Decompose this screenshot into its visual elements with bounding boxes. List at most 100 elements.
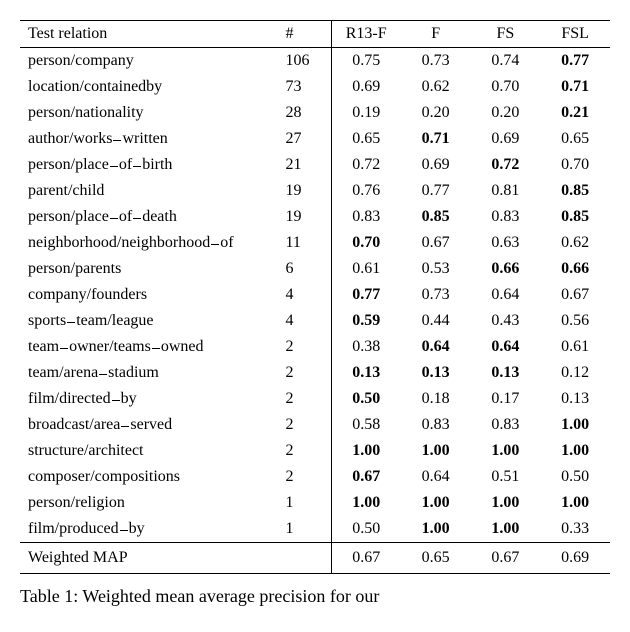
cell-fs: 0.20 bbox=[471, 100, 541, 126]
cell-count: 19 bbox=[277, 204, 331, 230]
cell-f: 0.83 bbox=[401, 412, 471, 438]
cell-f: 0.18 bbox=[401, 386, 471, 412]
col-header-fsl: FSL bbox=[540, 21, 610, 48]
table-row: broadcast/areaserved20.580.830.831.00 bbox=[20, 412, 610, 438]
cell-fsl: 0.77 bbox=[540, 48, 610, 75]
table-row: person/religion11.001.001.001.00 bbox=[20, 490, 610, 516]
cell-relation: person/religion bbox=[20, 490, 277, 516]
cell-f: 1.00 bbox=[401, 490, 471, 516]
cell-count: 2 bbox=[277, 464, 331, 490]
cell-f: 1.00 bbox=[401, 516, 471, 543]
cell-fsl: 0.61 bbox=[540, 334, 610, 360]
cell-r13f: 0.50 bbox=[331, 516, 401, 543]
cell-relation: person/parents bbox=[20, 256, 277, 282]
cell-fsl: 1.00 bbox=[540, 490, 610, 516]
cell-fs: 0.64 bbox=[471, 334, 541, 360]
cell-fs: 1.00 bbox=[471, 438, 541, 464]
cell-fs: 0.69 bbox=[471, 126, 541, 152]
table-row: sportsteam/league40.590.440.430.56 bbox=[20, 308, 610, 334]
cell-r13f: 0.72 bbox=[331, 152, 401, 178]
table-row: teamowner/teamsowned20.380.640.640.61 bbox=[20, 334, 610, 360]
cell-f: 0.13 bbox=[401, 360, 471, 386]
cell-count: 2 bbox=[277, 386, 331, 412]
cell-r13f: 0.67 bbox=[331, 464, 401, 490]
cell-f: 0.44 bbox=[401, 308, 471, 334]
cell-fs: 0.13 bbox=[471, 360, 541, 386]
cell-fsl: 1.00 bbox=[540, 438, 610, 464]
cell-fsl: 0.50 bbox=[540, 464, 610, 490]
cell-r13f: 1.00 bbox=[331, 438, 401, 464]
table-row: author/workswritten270.650.710.690.65 bbox=[20, 126, 610, 152]
cell-r13f: 0.83 bbox=[331, 204, 401, 230]
col-header-r13f: R13-F bbox=[331, 21, 401, 48]
cell-count: 6 bbox=[277, 256, 331, 282]
cell-count: 2 bbox=[277, 360, 331, 386]
cell-fsl: 0.71 bbox=[540, 74, 610, 100]
cell-count: 106 bbox=[277, 48, 331, 75]
cell-relation: person/company bbox=[20, 48, 277, 75]
cell-r13f: 0.61 bbox=[331, 256, 401, 282]
cell-relation: parent/child bbox=[20, 178, 277, 204]
cell-relation: person/placeofbirth bbox=[20, 152, 277, 178]
cell-r13f: 0.69 bbox=[331, 74, 401, 100]
summary-label: Weighted MAP bbox=[20, 543, 277, 574]
table-row: person/parents60.610.530.660.66 bbox=[20, 256, 610, 282]
summary-fs: 0.67 bbox=[471, 543, 541, 574]
cell-fs: 0.63 bbox=[471, 230, 541, 256]
cell-r13f: 0.65 bbox=[331, 126, 401, 152]
table-caption: Table 1: Weighted mean average precision… bbox=[20, 584, 610, 609]
cell-relation: broadcast/areaserved bbox=[20, 412, 277, 438]
cell-count: 27 bbox=[277, 126, 331, 152]
cell-r13f: 0.50 bbox=[331, 386, 401, 412]
cell-fs: 0.64 bbox=[471, 282, 541, 308]
table-row: location/containedby730.690.620.700.71 bbox=[20, 74, 610, 100]
table-header-row: Test relation # R13-F F FS FSL bbox=[20, 21, 610, 48]
cell-fs: 0.70 bbox=[471, 74, 541, 100]
cell-fsl: 0.13 bbox=[540, 386, 610, 412]
cell-fsl: 0.21 bbox=[540, 100, 610, 126]
cell-fs: 1.00 bbox=[471, 516, 541, 543]
cell-count: 28 bbox=[277, 100, 331, 126]
cell-r13f: 0.13 bbox=[331, 360, 401, 386]
cell-fsl: 0.33 bbox=[540, 516, 610, 543]
cell-count: 4 bbox=[277, 308, 331, 334]
cell-fsl: 0.12 bbox=[540, 360, 610, 386]
cell-r13f: 1.00 bbox=[331, 490, 401, 516]
cell-fsl: 0.65 bbox=[540, 126, 610, 152]
table-row: film/directedby20.500.180.170.13 bbox=[20, 386, 610, 412]
cell-r13f: 0.77 bbox=[331, 282, 401, 308]
table-row: structure/architect21.001.001.001.00 bbox=[20, 438, 610, 464]
cell-r13f: 0.19 bbox=[331, 100, 401, 126]
cell-f: 0.62 bbox=[401, 74, 471, 100]
cell-relation: person/nationality bbox=[20, 100, 277, 126]
cell-relation: location/containedby bbox=[20, 74, 277, 100]
table-row: composer/compositions20.670.640.510.50 bbox=[20, 464, 610, 490]
cell-relation: film/producedby bbox=[20, 516, 277, 543]
cell-relation: person/placeofdeath bbox=[20, 204, 277, 230]
col-header-count: # bbox=[277, 21, 331, 48]
cell-f: 0.69 bbox=[401, 152, 471, 178]
cell-count: 4 bbox=[277, 282, 331, 308]
cell-f: 0.53 bbox=[401, 256, 471, 282]
cell-r13f: 0.75 bbox=[331, 48, 401, 75]
cell-fsl: 0.85 bbox=[540, 178, 610, 204]
cell-fsl: 0.70 bbox=[540, 152, 610, 178]
col-header-f: F bbox=[401, 21, 471, 48]
cell-fsl: 0.85 bbox=[540, 204, 610, 230]
cell-relation: neighborhood/neighborhoodof bbox=[20, 230, 277, 256]
cell-fs: 0.17 bbox=[471, 386, 541, 412]
table-row: team/arenastadium20.130.130.130.12 bbox=[20, 360, 610, 386]
table-row: person/placeofbirth210.720.690.720.70 bbox=[20, 152, 610, 178]
cell-r13f: 0.38 bbox=[331, 334, 401, 360]
cell-fs: 0.83 bbox=[471, 412, 541, 438]
cell-fsl: 0.66 bbox=[540, 256, 610, 282]
cell-relation: team/arenastadium bbox=[20, 360, 277, 386]
table-row: company/founders40.770.730.640.67 bbox=[20, 282, 610, 308]
table-row: neighborhood/neighborhoodof110.700.670.6… bbox=[20, 230, 610, 256]
summary-f: 0.65 bbox=[401, 543, 471, 574]
cell-fs: 0.83 bbox=[471, 204, 541, 230]
table-row: parent/child190.760.770.810.85 bbox=[20, 178, 610, 204]
summary-row: Weighted MAP 0.67 0.65 0.67 0.69 bbox=[20, 543, 610, 574]
cell-f: 0.64 bbox=[401, 334, 471, 360]
cell-f: 0.73 bbox=[401, 48, 471, 75]
